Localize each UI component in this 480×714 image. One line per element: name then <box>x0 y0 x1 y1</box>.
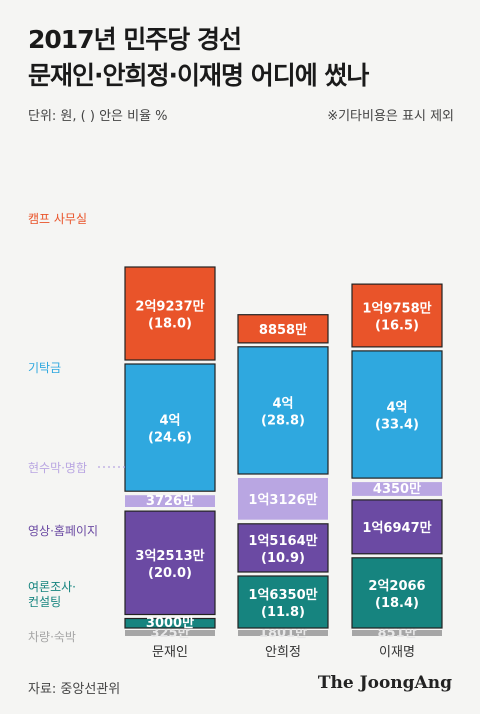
segment-label-0-0: 325만 <box>150 625 189 641</box>
segment-label-2-5: 1억9758만 (16.5) <box>362 301 431 334</box>
segment-label-2-4: 4억 (33.4) <box>375 401 419 433</box>
segment-label-0-3: 3726만 <box>146 493 194 509</box>
segment-label-0-2: 3억2513만 (20.0) <box>135 548 204 581</box>
bar-segment-0-3 <box>125 495 215 507</box>
bar-segment-0-2 <box>124 510 216 616</box>
segment-label-1-2: 1억5164만 (10.9) <box>248 533 317 566</box>
legend-vehicle: 차량·숙박 <box>28 630 76 644</box>
bar-segment-1-3 <box>238 478 328 520</box>
legend-banner: 현수막·명함 <box>28 461 88 475</box>
segment-label-1-3: 1억3126만 <box>248 492 317 508</box>
unit-note: 단위: 원, ( ) 안은 비율 % <box>28 109 168 124</box>
segment-label-0-5: 2억9237만 (18.0) <box>135 299 204 332</box>
bar-segment-0-1 <box>124 617 216 629</box>
bar-segment-2-3 <box>352 482 442 496</box>
segment-label-1-0: 1801만 <box>259 625 307 641</box>
bar-segment-0-4 <box>124 363 216 492</box>
bar-segment-2-1 <box>351 557 443 629</box>
segment-label-2-3: 4350만 <box>373 481 421 497</box>
category-label-0: 문재인 <box>152 645 188 660</box>
segment-label-2-1: 2억2066 (18.4) <box>368 579 425 611</box>
title-line-2: 문재인·안희정·이재명 어디에 썼나 <box>28 61 369 90</box>
legend-camp: 캠프 사무실 <box>28 212 88 226</box>
bar-segment-1-1 <box>237 575 329 629</box>
segment-label-0-4: 4억 (24.6) <box>148 414 192 446</box>
bar-segment-1-2 <box>237 523 329 573</box>
bar-segment-0-5 <box>124 266 216 361</box>
bar-segment-1-0 <box>238 630 328 636</box>
category-label-1: 안희정 <box>265 645 301 660</box>
title-line-1: 2017년 민주당 경선 <box>28 25 242 54</box>
bar-segment-2-4 <box>351 350 443 479</box>
bar-segment-0-0 <box>125 630 215 636</box>
bar-segment-1-5 <box>237 314 329 344</box>
segment-label-1-4: 4억 (28.8) <box>261 396 305 428</box>
bar-segment-2-0 <box>352 630 442 636</box>
source-note: 자료: 중앙선관위 <box>28 682 121 697</box>
segment-label-2-2: 1억6947만 <box>362 520 431 536</box>
legend-video: 영상·홈페이지 <box>28 524 99 538</box>
segment-label-2-0: 851만 <box>377 625 416 641</box>
segment-label-1-5: 8858만 <box>259 322 307 338</box>
brand-logo: The JoongAng <box>317 673 452 693</box>
segment-label-0-1: 3000만 <box>146 615 194 631</box>
segment-label-1-1: 1억6350만 (11.8) <box>248 587 317 620</box>
bar-segment-1-4 <box>237 346 329 475</box>
category-label-2: 이재명 <box>379 645 415 660</box>
bar-segment-2-2 <box>351 499 443 555</box>
legend-fund: 기탁금 <box>28 361 62 375</box>
bar-segment-2-5 <box>351 283 443 348</box>
legend-poll: 여론조사· 컨설팅 <box>28 580 76 609</box>
exclusion-note: ※기타비용은 표시 제외 <box>327 109 454 124</box>
chart-title: 2017년 민주당 경선 문재인·안희정·이재명 어디에 썼나 <box>28 22 369 94</box>
